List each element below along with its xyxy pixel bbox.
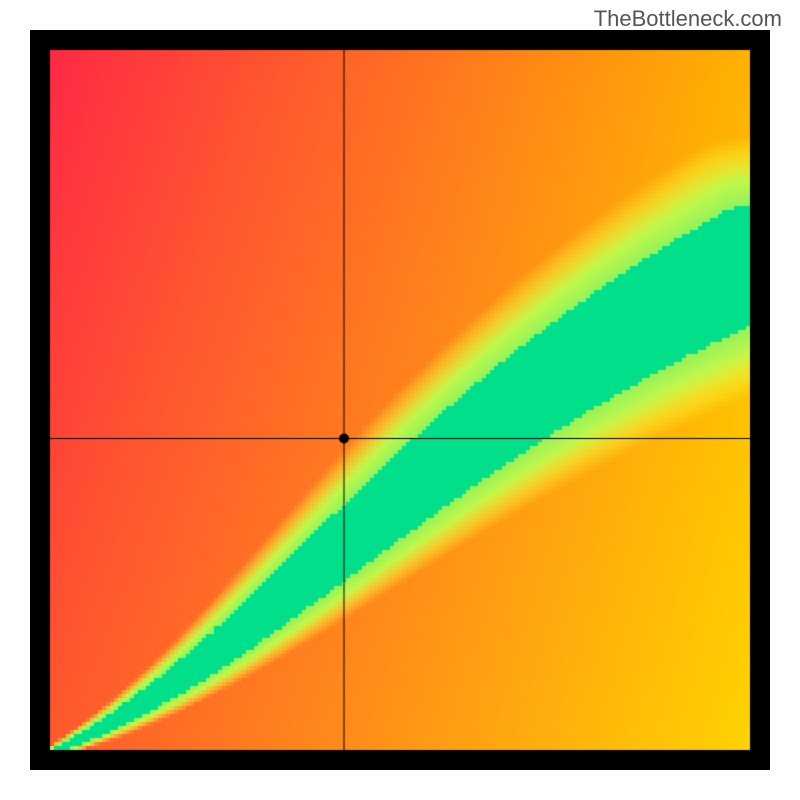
plot-frame <box>30 30 770 770</box>
heatmap-canvas <box>30 30 770 770</box>
watermark-text: TheBottleneck.com <box>594 6 782 32</box>
chart-container: TheBottleneck.com <box>0 0 800 800</box>
